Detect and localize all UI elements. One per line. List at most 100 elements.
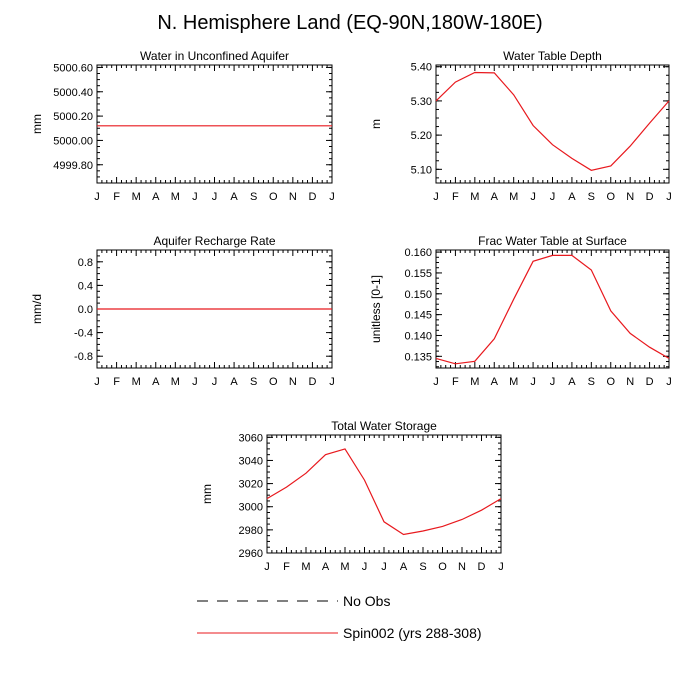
y-tick-label: -0.8 bbox=[74, 351, 93, 363]
x-tick-label: A bbox=[322, 561, 330, 573]
x-tick-label: N bbox=[458, 561, 466, 573]
y-tick-label: 0.0 bbox=[78, 304, 93, 316]
x-tick-label: S bbox=[588, 191, 595, 203]
x-tick-label: M bbox=[171, 191, 180, 203]
x-tick-label: J bbox=[433, 191, 439, 203]
x-tick-label: J bbox=[530, 376, 536, 388]
y-axis-label: mm bbox=[30, 114, 44, 134]
y-axis-label: mm/d bbox=[30, 294, 44, 324]
x-tick-label: D bbox=[308, 376, 316, 388]
x-tick-label: J bbox=[94, 191, 100, 203]
x-tick-label: D bbox=[646, 376, 654, 388]
x-tick-label: J bbox=[530, 191, 536, 203]
x-tick-label: S bbox=[250, 376, 257, 388]
plot-frame bbox=[435, 64, 670, 184]
panel-title: Water in Unconfined Aquifer bbox=[140, 49, 289, 63]
x-tick-label: M bbox=[509, 191, 518, 203]
x-tick-label: N bbox=[289, 376, 297, 388]
x-tick-label: J bbox=[550, 376, 556, 388]
x-tick-label: N bbox=[289, 191, 297, 203]
x-tick-label: J bbox=[433, 376, 439, 388]
x-tick-label: F bbox=[283, 561, 290, 573]
y-tick-label: 5000.60 bbox=[53, 62, 93, 74]
x-tick-label: F bbox=[452, 376, 459, 388]
y-tick-label: 5.40 bbox=[411, 62, 432, 74]
plot-frame bbox=[266, 434, 502, 554]
plot-frame bbox=[435, 249, 670, 369]
x-tick-label: A bbox=[491, 191, 499, 203]
y-tick-label: 0.150 bbox=[404, 289, 432, 301]
x-tick-label: S bbox=[250, 191, 257, 203]
y-tick-label: 0.145 bbox=[404, 310, 432, 322]
x-tick-label: F bbox=[113, 191, 120, 203]
y-axis-label: mm bbox=[200, 484, 214, 504]
x-tick-label: A bbox=[491, 376, 499, 388]
x-tick-label: J bbox=[362, 561, 368, 573]
series-line bbox=[435, 254, 670, 365]
x-tick-label: A bbox=[568, 376, 576, 388]
x-tick-label: J bbox=[329, 376, 335, 388]
legend-label-spin002: Spin002 (yrs 288-308) bbox=[343, 625, 482, 641]
x-tick-label: M bbox=[301, 561, 310, 573]
x-tick-label: O bbox=[269, 376, 278, 388]
x-tick-label: J bbox=[212, 376, 218, 388]
y-tick-label: 5.30 bbox=[411, 96, 432, 108]
x-tick-label: S bbox=[419, 561, 426, 573]
y-tick-label: 2960 bbox=[239, 548, 263, 560]
y-tick-label: 3060 bbox=[239, 432, 263, 444]
x-tick-label: J bbox=[94, 376, 100, 388]
y-tick-label: 5.20 bbox=[411, 130, 432, 142]
panel-title: Frac Water Table at Surface bbox=[478, 234, 627, 248]
x-tick-label: M bbox=[132, 191, 141, 203]
panel-title: Aquifer Recharge Rate bbox=[153, 234, 275, 248]
x-tick-label: J bbox=[192, 191, 198, 203]
y-tick-label: 3020 bbox=[239, 479, 263, 491]
x-tick-label: A bbox=[230, 191, 238, 203]
y-axis-label: m bbox=[369, 119, 383, 129]
x-tick-label: M bbox=[340, 561, 349, 573]
x-tick-label: A bbox=[152, 376, 160, 388]
x-tick-label: M bbox=[470, 191, 479, 203]
x-tick-label: J bbox=[666, 191, 672, 203]
y-tick-label: 5000.40 bbox=[53, 87, 93, 99]
x-tick-label: M bbox=[509, 376, 518, 388]
y-axis-label: unitless [0-1] bbox=[369, 275, 383, 343]
x-tick-label: D bbox=[478, 561, 486, 573]
x-tick-label: J bbox=[329, 191, 335, 203]
x-tick-label: J bbox=[212, 191, 218, 203]
y-tick-label: 0.160 bbox=[404, 247, 432, 259]
y-tick-label: 0.155 bbox=[404, 268, 432, 280]
x-tick-label: M bbox=[132, 376, 141, 388]
x-tick-label: A bbox=[230, 376, 238, 388]
panel-title: Water Table Depth bbox=[503, 49, 602, 63]
x-tick-label: O bbox=[606, 376, 615, 388]
x-tick-label: J bbox=[381, 561, 387, 573]
panel-title: Total Water Storage bbox=[331, 419, 437, 433]
y-tick-label: 5000.20 bbox=[53, 111, 93, 123]
y-tick-label: 3000 bbox=[239, 502, 263, 514]
x-tick-label: D bbox=[646, 191, 654, 203]
x-tick-label: D bbox=[308, 191, 316, 203]
y-tick-label: 4999.80 bbox=[53, 160, 93, 172]
x-tick-label: M bbox=[470, 376, 479, 388]
y-tick-label: 5.10 bbox=[411, 164, 432, 176]
x-tick-label: F bbox=[113, 376, 120, 388]
y-tick-label: 0.8 bbox=[78, 257, 93, 269]
y-tick-label: 5000.00 bbox=[53, 135, 93, 147]
series-line bbox=[266, 448, 502, 536]
y-tick-label: 3040 bbox=[239, 455, 263, 467]
plot-frame bbox=[96, 64, 333, 184]
x-tick-label: F bbox=[452, 191, 459, 203]
x-tick-label: J bbox=[498, 561, 504, 573]
x-tick-label: J bbox=[550, 191, 556, 203]
series-line bbox=[435, 71, 670, 171]
x-tick-label: J bbox=[192, 376, 198, 388]
x-tick-label: M bbox=[171, 376, 180, 388]
x-tick-label: A bbox=[152, 191, 160, 203]
x-tick-label: J bbox=[666, 376, 672, 388]
